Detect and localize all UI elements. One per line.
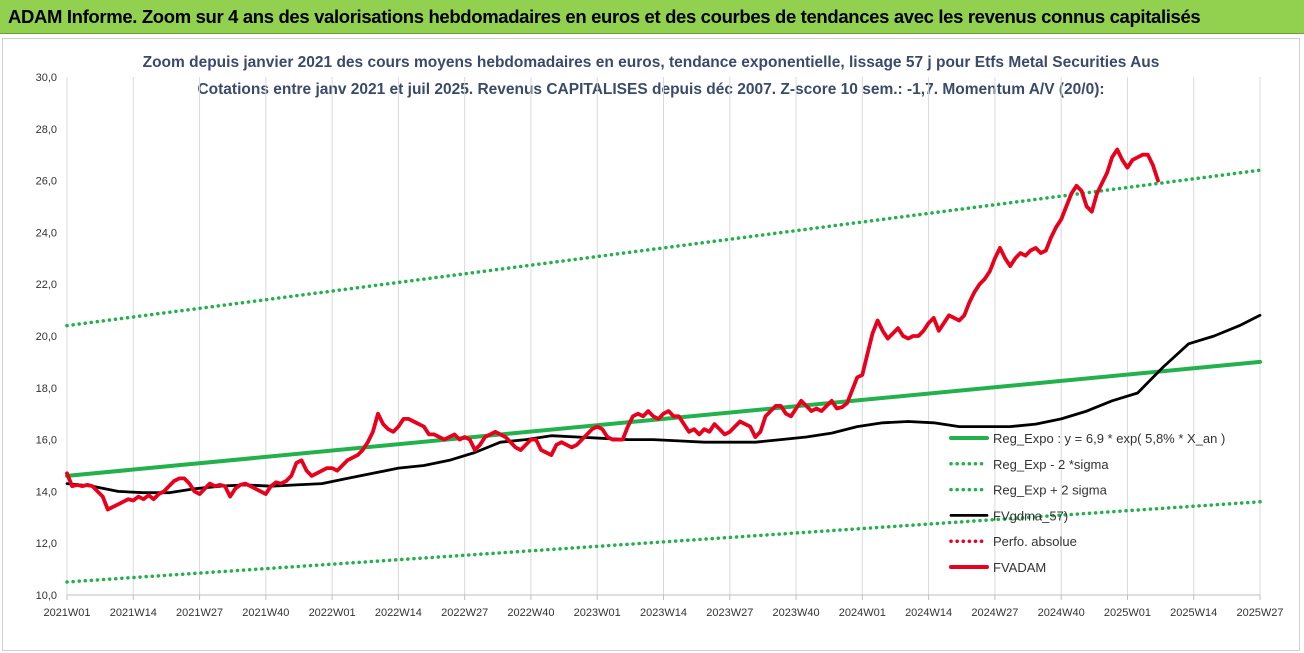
series-fvgdma-57 <box>65 313 1262 495</box>
x-tick-label: 2022W27 <box>441 607 488 619</box>
x-tick-label: 2025W14 <box>1170 607 1217 619</box>
x-tick-label: 2023W01 <box>574 607 621 619</box>
y-tick-label: 28,0 <box>36 124 57 136</box>
y-tick-label: 30,0 <box>36 72 57 84</box>
legend-label: Perfo. absolue <box>993 534 1077 549</box>
chart-svg: Zoom depuis janvier 2021 des cours moyen… <box>36 54 1284 619</box>
x-tick-label: 2023W14 <box>640 607 687 619</box>
legend: Reg_Expo : y = 6,9 * exp( 5,8% * X_an ) R… <box>949 431 1225 575</box>
y-tick-label: 26,0 <box>36 176 57 188</box>
x-tick-label: 2021W14 <box>110 607 157 619</box>
x-tick-label: 2024W01 <box>839 607 886 619</box>
y-tick-label: 22,0 <box>36 279 57 291</box>
y-tick-label: 10,0 <box>36 590 57 602</box>
title-bar: ADAM Informe. Zoom sur 4 ans des valoris… <box>0 0 1304 34</box>
legend-label: Reg_Expo : y = 6,9 * exp( 5,8% * X_an ) <box>993 431 1225 446</box>
x-tick-label: 2022W40 <box>507 607 554 619</box>
x-tick-label: 2024W27 <box>971 607 1018 619</box>
x-tick-label: 2022W14 <box>375 607 422 619</box>
y-tick-label: 12,0 <box>36 538 57 550</box>
y-tick-label: 24,0 <box>36 227 57 239</box>
legend-label: Reg_Exp - 2 *sigma <box>993 457 1109 472</box>
x-tick-label: 2021W01 <box>43 607 90 619</box>
x-tick-label: 2023W27 <box>706 607 753 619</box>
grid-lines <box>66 77 1261 595</box>
series-reg-expo-y-6-9-exp-5-8-x-an <box>65 359 1262 478</box>
x-tick-label: 2023W40 <box>773 607 820 619</box>
x-tick-label: 2024W40 <box>1038 607 1085 619</box>
legend-label: Reg_Exp + 2 sigma <box>993 483 1108 498</box>
chart-title: Zoom depuis janvier 2021 des cours moyen… <box>143 54 1160 71</box>
y-tick-label: 14,0 <box>36 486 57 498</box>
series-reg-exp-2-sigma <box>65 168 1262 328</box>
x-tick-label: 2021W27 <box>176 607 223 619</box>
axes: 2021W01 2021W14 2021W27 2021W40 2022W01 2022W… <box>36 72 1284 619</box>
x-tick-label: 2025W01 <box>1104 607 1151 619</box>
legend-label: FVADAM <box>993 560 1046 575</box>
y-tick-label: 18,0 <box>36 383 57 395</box>
x-tick-label: 2025W27 <box>1236 607 1283 619</box>
y-tick-label: 20,0 <box>36 331 57 343</box>
series-reg-exp-2-sigma <box>65 500 1262 584</box>
x-tick-label: 2024W14 <box>905 607 952 619</box>
chart-subtitle: Cotations entre janv 2021 et juil 2025. … <box>197 81 1104 98</box>
series-fvadam <box>65 147 1160 512</box>
x-tick-label: 2021W40 <box>242 607 289 619</box>
chart-area: Zoom depuis janvier 2021 des cours moyen… <box>2 38 1300 651</box>
page-title: ADAM Informe. Zoom sur 4 ans des valoris… <box>8 5 1201 27</box>
x-tick-label: 2022W01 <box>309 607 356 619</box>
y-tick-label: 16,0 <box>36 435 57 447</box>
legend-label: FVgdma_57) <box>993 508 1068 523</box>
series-lines <box>65 147 1262 584</box>
